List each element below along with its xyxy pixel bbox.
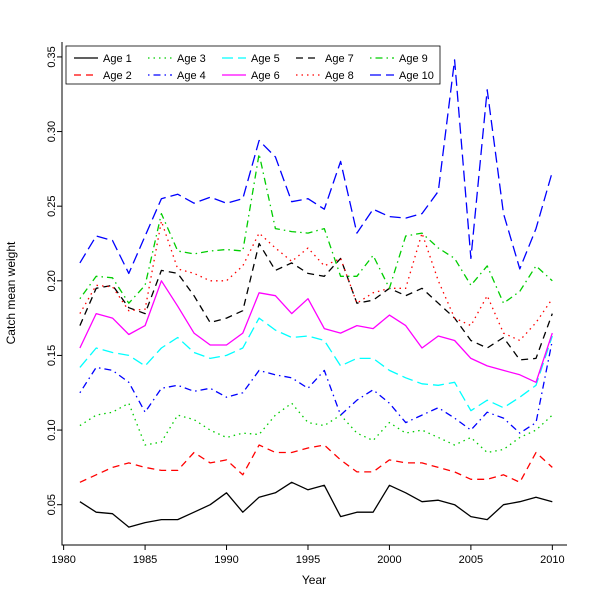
x-tick-label: 1995: [296, 554, 320, 566]
y-tick-label: 0.25: [46, 195, 58, 216]
legend-label-age-9: Age 9: [399, 53, 428, 65]
x-axis-title: Year: [302, 573, 326, 587]
y-tick-label: 0.35: [46, 46, 58, 67]
legend-label-age-5: Age 5: [251, 53, 280, 65]
legend-label-age-4: Age 4: [177, 70, 206, 82]
series-age-3: [79, 402, 553, 454]
legend-label-age-3: Age 3: [177, 53, 206, 65]
y-tick-label: 0.05: [46, 494, 58, 515]
legend-label-age-1: Age 1: [103, 53, 132, 65]
x-tick-label: 2000: [377, 554, 401, 566]
x-tick-label: 2010: [540, 554, 564, 566]
series-age-9: [79, 153, 553, 304]
series-age-2: [79, 444, 553, 483]
y-tick-label: 0.10: [46, 419, 58, 440]
series-age-1: [79, 481, 553, 528]
x-tick-label: 1980: [51, 554, 75, 566]
series-age-8: [79, 220, 553, 342]
y-axis-title: Catch mean weight: [4, 241, 18, 344]
y-tick-label: 0.20: [46, 270, 58, 291]
y-tick-label: 0.15: [46, 345, 58, 366]
legend-label-age-6: Age 6: [251, 70, 280, 82]
x-tick-label: 1990: [214, 554, 238, 566]
legend-box: [65, 45, 441, 85]
series-age-4: [79, 340, 553, 434]
legend-label-age-10: Age 10: [399, 70, 434, 82]
series-age-10: [79, 59, 553, 275]
series-age-6: [79, 280, 553, 383]
x-tick-label: 1985: [133, 554, 157, 566]
y-tick-label: 0.30: [46, 121, 58, 142]
legend-label-age-2: Age 2: [103, 70, 132, 82]
x-tick-label: 2005: [459, 554, 483, 566]
legend-label-age-7: Age 7: [325, 53, 354, 65]
axis-lines: [61, 42, 567, 546]
legend-label-age-8: Age 8: [325, 70, 354, 82]
series-age-5: [79, 317, 553, 412]
